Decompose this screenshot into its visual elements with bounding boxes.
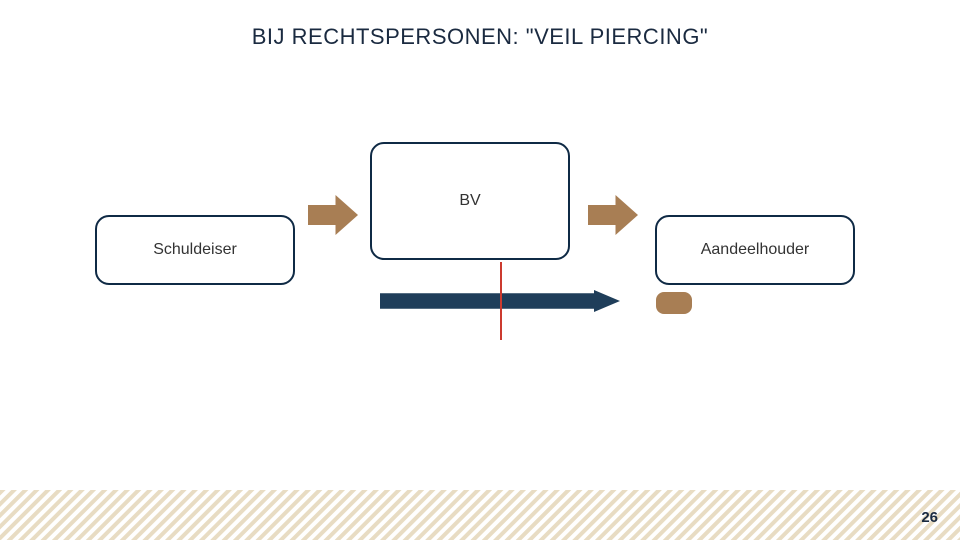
node-aandeelhouder-label: Aandeelhouder bbox=[701, 241, 810, 259]
page-number: 26 bbox=[921, 509, 938, 526]
barrier-line bbox=[500, 262, 502, 340]
arrow-2-icon bbox=[588, 195, 638, 235]
arrow-1-icon bbox=[308, 195, 358, 235]
slide: BIJ RECHTSPERSONEN: "VEIL PIERCING" Schu… bbox=[0, 0, 960, 540]
node-bv-label: BV bbox=[459, 192, 480, 210]
page-number-text: 26 bbox=[921, 509, 938, 526]
node-schuldeiser: Schuldeiser bbox=[95, 215, 295, 285]
slide-title-text: BIJ RECHTSPERSONEN: "VEIL PIERCING" bbox=[252, 24, 709, 49]
node-bv: BV bbox=[370, 142, 570, 260]
node-aandeelhouder: Aandeelhouder bbox=[655, 215, 855, 285]
block-shape bbox=[656, 292, 692, 314]
node-schuldeiser-label: Schuldeiser bbox=[153, 241, 237, 259]
slide-title: BIJ RECHTSPERSONEN: "VEIL PIERCING" bbox=[0, 24, 960, 50]
footer-pattern bbox=[0, 490, 960, 540]
